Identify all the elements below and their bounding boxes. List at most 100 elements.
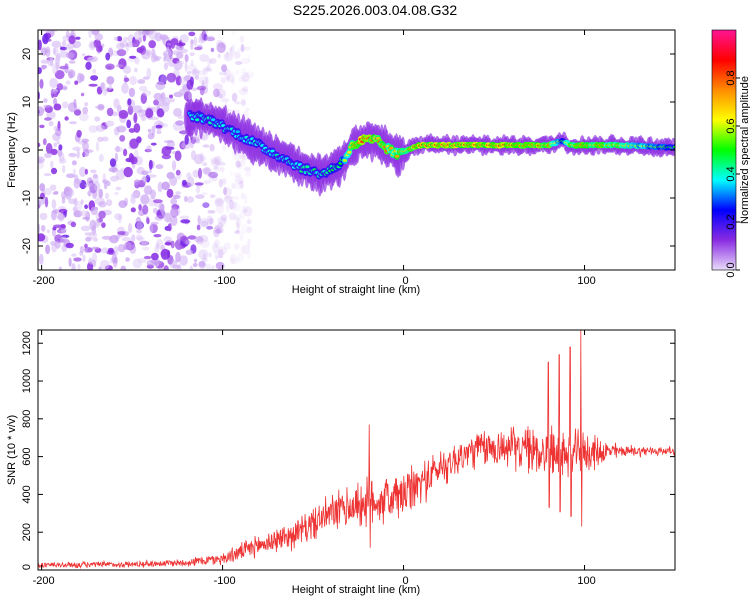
- noise-blob: [88, 125, 98, 133]
- noise-blob: [247, 238, 251, 248]
- noise-blob: [239, 88, 248, 96]
- noise-blob: [41, 64, 48, 69]
- noise-blob: [50, 240, 57, 246]
- noise-blob: [50, 89, 58, 94]
- noise-blob: [206, 215, 213, 226]
- noise-blob: [144, 49, 152, 56]
- noise-blob: [172, 194, 181, 199]
- noise-blob: [76, 129, 82, 138]
- noise-blob: [205, 35, 215, 42]
- noise-blob: [53, 97, 58, 106]
- snr-y-tick-label: 600: [21, 447, 33, 465]
- noise-blob: [190, 59, 194, 67]
- noise-blob: [207, 58, 212, 65]
- noise-blob: [161, 181, 170, 191]
- noise-blob: [147, 128, 152, 133]
- noise-blob: [58, 144, 63, 151]
- noise-blob: [120, 265, 127, 270]
- noise-blob: [102, 136, 109, 142]
- noise-blob: [53, 103, 62, 111]
- noise-blob: [129, 75, 137, 86]
- noise-blob: [151, 252, 159, 261]
- noise-blob: [68, 60, 76, 64]
- noise-blob: [212, 242, 219, 254]
- noise-blob: [64, 116, 69, 121]
- noise-blob: [89, 231, 98, 240]
- noise-blob: [113, 98, 120, 109]
- noise-blob: [243, 209, 248, 213]
- noise-blob: [38, 106, 45, 117]
- noise-blob: [182, 235, 187, 243]
- noise-blob: [68, 198, 76, 205]
- noise-blob: [57, 211, 65, 222]
- noise-blob: [67, 69, 76, 79]
- noise-blob: [139, 45, 146, 55]
- snr-series-line: [38, 330, 675, 570]
- noise-blob: [84, 168, 88, 175]
- noise-blob: [54, 56, 61, 67]
- noise-blob: [49, 56, 54, 67]
- noise-blob: [84, 232, 92, 236]
- noise-blob: [132, 39, 140, 48]
- noise-blob: [184, 134, 189, 145]
- noise-blob: [77, 72, 83, 84]
- noise-blob: [157, 181, 163, 193]
- noise-blob: [170, 38, 175, 49]
- colorbar-label: Normalized spectral amplitude: [739, 76, 750, 224]
- noise-blob: [110, 175, 119, 182]
- noise-blob: [153, 234, 162, 238]
- noise-blob: [163, 140, 174, 144]
- noise-blob: [215, 255, 224, 259]
- noise-blob: [156, 130, 162, 135]
- noise-blob: [170, 207, 179, 218]
- noise-blob: [128, 128, 136, 133]
- noise-blob: [38, 233, 46, 242]
- noise-blob: [80, 92, 85, 97]
- noise-blob: [148, 159, 153, 170]
- noise-blob: [213, 226, 220, 238]
- noise-blob: [87, 56, 96, 63]
- snr-x-tick-label: -100: [214, 575, 236, 587]
- noise-blob: [65, 80, 71, 85]
- noise-blob: [231, 202, 241, 212]
- snr-frame: [37, 329, 676, 571]
- noise-blob: [54, 70, 65, 80]
- noise-blob: [79, 112, 89, 122]
- noise-blob: [234, 243, 240, 250]
- noise-blob: [95, 221, 102, 227]
- noise-blob: [107, 247, 114, 254]
- noise-blob: [81, 53, 86, 57]
- snr-x-tick-label: 100: [577, 575, 595, 587]
- noise-blob: [82, 254, 86, 263]
- spectrogram-x-tick-label: 0: [402, 275, 408, 287]
- noise-blob: [127, 223, 133, 234]
- noise-blob: [99, 259, 110, 270]
- noise-blob: [53, 142, 57, 148]
- noise-blob: [127, 98, 132, 106]
- noise-blob: [172, 50, 181, 56]
- noise-blob: [39, 212, 48, 221]
- noise-blob: [213, 83, 223, 91]
- noise-blob: [192, 169, 200, 178]
- noise-blob: [102, 88, 108, 96]
- noise-blob: [97, 45, 103, 52]
- noise-blob: [95, 141, 100, 152]
- noise-blob: [161, 146, 172, 156]
- noise-blob: [215, 39, 224, 50]
- noise-blob: [141, 50, 151, 60]
- noise-blob: [132, 258, 142, 269]
- noise-blob: [221, 177, 227, 186]
- noise-blob: [146, 217, 150, 225]
- noise-blob: [52, 47, 56, 55]
- noise-blob: [231, 92, 238, 102]
- noise-blob: [225, 50, 230, 59]
- noise-blob: [144, 148, 152, 153]
- noise-blob: [223, 195, 233, 203]
- noise-blob: [45, 244, 51, 255]
- spectrogram-y-axis: -20 -10 0 10 20: [21, 48, 675, 254]
- noise-blob: [129, 55, 137, 59]
- noise-blob: [175, 120, 185, 126]
- colorbar-tick-label: 0.8: [725, 70, 737, 85]
- noise-blob: [69, 121, 77, 125]
- noise-blob: [247, 54, 251, 63]
